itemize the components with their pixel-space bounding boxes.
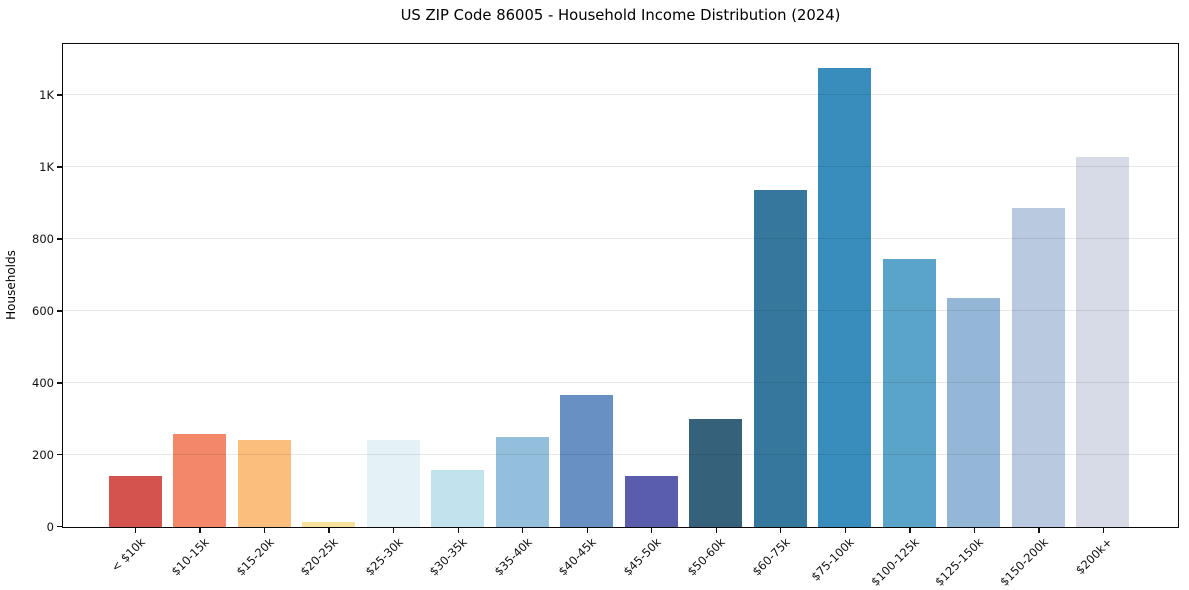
bar xyxy=(173,434,227,527)
y-tick-mark xyxy=(57,238,62,240)
bar xyxy=(1011,208,1065,527)
y-tick-mark xyxy=(57,526,62,528)
y-tick-label: 800 xyxy=(32,231,54,246)
x-tick-mark xyxy=(1038,528,1040,533)
y-tick-mark xyxy=(57,382,62,384)
y-tick-label: 400 xyxy=(32,375,54,390)
bar xyxy=(431,470,485,527)
y-tick-label: 0 xyxy=(46,519,54,534)
x-tick-mark xyxy=(134,528,137,533)
bar xyxy=(753,190,807,527)
gridline xyxy=(63,94,1178,96)
bar xyxy=(237,440,291,527)
bar xyxy=(689,419,743,527)
gridline xyxy=(63,238,1178,240)
x-tick-mark xyxy=(199,528,201,533)
y-tick-mark xyxy=(57,166,62,168)
chart-title: US ZIP Code 86005 - Household Income Dis… xyxy=(400,7,841,24)
x-tick-mark xyxy=(586,528,588,533)
gridline xyxy=(63,382,1178,384)
bar xyxy=(108,476,162,527)
x-tick-mark xyxy=(522,528,524,533)
gridline xyxy=(63,310,1178,312)
y-tick-mark xyxy=(57,454,62,456)
plot-area xyxy=(62,43,1179,528)
bar xyxy=(366,440,420,527)
bar xyxy=(818,68,872,527)
y-tick-label: 600 xyxy=(32,303,54,318)
x-tick-mark xyxy=(973,528,976,533)
bar xyxy=(882,259,936,527)
y-tick-mark xyxy=(57,310,62,312)
bar xyxy=(495,437,549,527)
gridline xyxy=(63,454,1178,456)
x-tick-mark xyxy=(457,528,459,533)
bar xyxy=(302,522,356,527)
x-tick-mark xyxy=(715,528,717,533)
x-tick-mark xyxy=(393,528,395,533)
x-tick-mark xyxy=(844,528,847,533)
y-tick-label: 1K xyxy=(39,87,54,102)
bar xyxy=(560,395,614,527)
gridline xyxy=(63,166,1178,168)
x-tick-mark xyxy=(909,528,911,533)
bar xyxy=(947,298,1001,527)
x-tick-mark xyxy=(263,528,266,533)
y-tick-label: 200 xyxy=(32,447,54,462)
x-tick-label: < $10k xyxy=(107,535,148,575)
bar xyxy=(624,476,678,527)
x-tick-mark xyxy=(1102,528,1105,533)
x-tick-mark xyxy=(651,528,653,533)
x-tick-mark xyxy=(328,528,330,533)
y-tick-mark xyxy=(57,94,62,96)
bar xyxy=(1076,157,1130,527)
x-tick-mark xyxy=(780,528,782,533)
y-tick-label: 1K xyxy=(39,159,54,174)
